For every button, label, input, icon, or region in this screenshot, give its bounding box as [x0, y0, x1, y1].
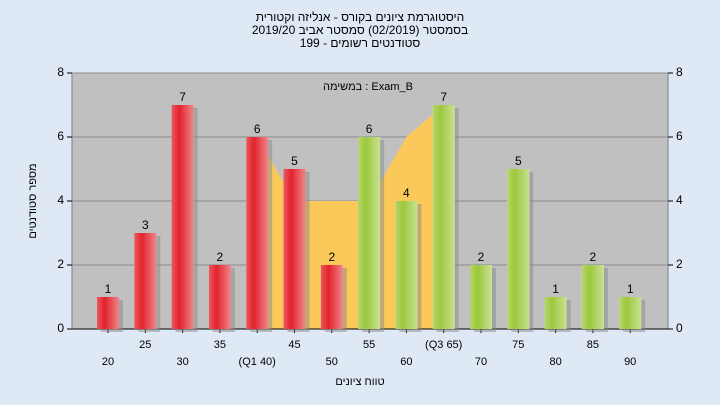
bar [432, 105, 455, 329]
x-tick-label: 80 [549, 356, 561, 368]
y2-tick-label: 4 [676, 193, 683, 207]
bar [581, 265, 604, 329]
data-label: 7 [179, 90, 186, 104]
bar [358, 137, 381, 329]
x-tick-label: 35 [214, 339, 226, 351]
x-tick-label: 60 [400, 356, 412, 368]
y-tick-label: 2 [57, 257, 64, 271]
y-tick-label: 8 [57, 65, 64, 79]
bar [97, 297, 119, 329]
bar [283, 169, 306, 329]
data-label: 2 [217, 250, 224, 264]
y2-tick-label: 8 [676, 65, 683, 79]
data-label: 5 [291, 154, 298, 168]
y-tick-label: 6 [57, 129, 64, 143]
data-label: 1 [105, 282, 112, 296]
x-tick-label: 90 [624, 356, 636, 368]
x-tick-label: (Q3 65) [425, 339, 462, 351]
bar [470, 265, 492, 329]
bar [619, 297, 642, 329]
x-tick-label: 25 [139, 339, 151, 351]
x-tick-label: 55 [363, 339, 375, 351]
bar [320, 265, 343, 329]
x-tick-label: 75 [512, 339, 524, 351]
x-axis-title: טווח ציונים [335, 376, 384, 388]
y2-tick-label: 2 [676, 257, 683, 271]
data-label: 4 [403, 186, 410, 200]
data-label: 3 [142, 218, 149, 232]
bar [134, 233, 157, 329]
bar [171, 105, 194, 329]
chart-title: בסמסטר (02/2019) סמסטר אביב 2019/20 [252, 23, 468, 37]
annotation: Exam_B : במשימה [323, 81, 413, 93]
y-axis-title: מספר סטודנטים [27, 163, 39, 238]
x-tick-label: 30 [176, 356, 188, 368]
bar [208, 265, 231, 329]
y2-tick-label: 6 [676, 129, 683, 143]
x-tick-label: 70 [475, 356, 487, 368]
x-tick-label: 50 [326, 356, 338, 368]
bar [507, 169, 530, 329]
data-label: 5 [515, 154, 522, 168]
data-label: 2 [478, 250, 485, 264]
y-tick-label: 4 [57, 193, 64, 207]
y2-tick-label: 0 [676, 321, 683, 335]
data-label: 1 [627, 282, 634, 296]
x-tick-label: 20 [102, 356, 114, 368]
data-label: 2 [590, 250, 597, 264]
chart-title: היסטוגרמת ציונים בקורס - אנליזה וקטורית [256, 10, 465, 24]
data-label: 6 [366, 122, 373, 136]
x-tick-label: 45 [288, 339, 300, 351]
data-label: 6 [254, 122, 261, 136]
bar [246, 137, 269, 329]
x-tick-label: 85 [587, 339, 599, 351]
x-tick-label: (Q1 40) [239, 356, 276, 368]
chart-title: סטודנטים רשומים - 199 [300, 36, 421, 50]
data-label: 1 [552, 282, 559, 296]
bar [395, 201, 418, 329]
bar [544, 297, 567, 329]
y-tick-label: 0 [57, 321, 64, 335]
data-label: 7 [440, 90, 447, 104]
data-label: 2 [328, 250, 335, 264]
